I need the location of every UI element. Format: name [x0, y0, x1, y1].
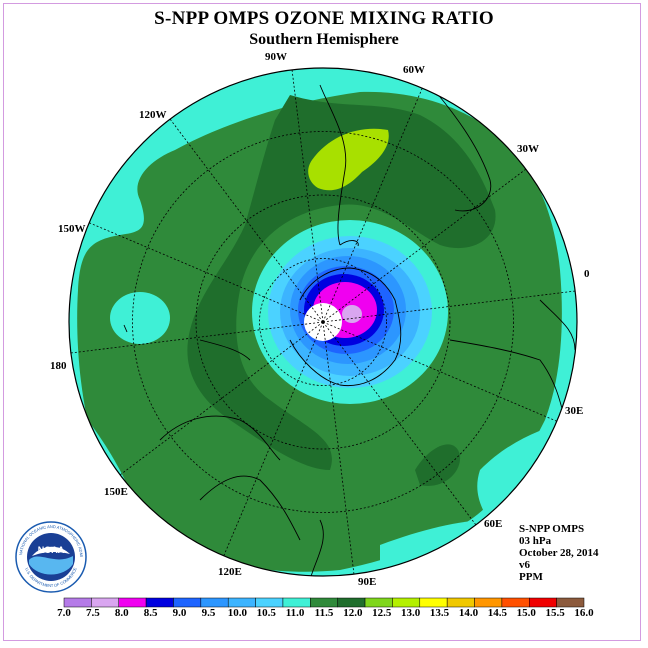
map-subtitle: Southern Hemisphere: [249, 31, 399, 48]
colorbar-tick-label: 8.5: [143, 607, 158, 619]
lon-label-90e: 90E: [358, 576, 377, 588]
colorbar-cell: [118, 597, 147, 608]
figure-border: [3, 3, 641, 641]
info-units: PPM: [519, 571, 543, 583]
cyan-blob-180: [110, 292, 170, 344]
map-title: S-NPP OMPS OZONE MIXING RATIO: [154, 8, 494, 29]
info-level: 03 hPa: [519, 535, 552, 547]
colorbar-cell: [255, 597, 284, 608]
colorbar-cell: [145, 597, 174, 608]
info-version: v6: [519, 559, 530, 571]
colorbar-tick-label: 15.0: [516, 607, 536, 619]
pole-marker: [321, 320, 325, 324]
colorbar-cell: [91, 597, 119, 608]
colorbar-cell: [310, 597, 338, 608]
lon-label-150w: 150W: [58, 223, 86, 235]
colorbar-cell: [337, 597, 366, 608]
colorbar-cell: [529, 597, 557, 608]
colorbar-tick-label: 10.5: [256, 607, 276, 619]
colorbar-tick-label: 11.5: [314, 607, 334, 619]
colorbar-cell: [63, 597, 92, 608]
map-boundary: [68, 67, 578, 577]
latitude-ring: [132, 131, 514, 513]
colorbar-cell: [282, 597, 311, 608]
colorbar-cell: [227, 597, 256, 608]
colorbar-tick-label: 10.0: [227, 607, 247, 619]
colorbar-cell: [419, 597, 448, 608]
colorbar-tick-label: 14.0: [458, 607, 479, 619]
latitude-ring: [259, 258, 387, 386]
ozone-field: [69, 68, 577, 576]
lon-label-30w: 30W: [517, 143, 539, 155]
colorbar-cell: [474, 597, 503, 608]
colorbar-cell: [446, 597, 475, 608]
colorbar-cell: [364, 597, 393, 608]
coastlines: [123, 84, 576, 576]
colorbar-tick-label: 9.5: [201, 607, 216, 619]
colorbar-tick-label: 16.0: [574, 607, 594, 619]
colorbar-tick-label: 11.0: [285, 607, 305, 619]
colorbar-cell: [173, 597, 202, 608]
lon-label-120e: 120E: [218, 566, 242, 578]
colorbar-tick-label: 7.0: [57, 607, 71, 619]
info-block: S-NPP OMPS 03 hPa October 28, 2014 v6 PP…: [519, 523, 599, 583]
latitude-ring: [195, 194, 451, 450]
colorbar-tick-label: 12.5: [372, 607, 392, 619]
info-instrument: S-NPP OMPS: [519, 523, 585, 535]
lime-patch: [308, 128, 389, 191]
lon-label-180: 180: [50, 360, 67, 372]
lon-label-60w: 60W: [403, 64, 425, 76]
ozone-contour-7-5: [342, 305, 362, 323]
colorbar-tick-label: 14.5: [487, 607, 507, 619]
lon-label-0: 0: [584, 268, 590, 280]
colorbar-tick-label: 13.0: [401, 607, 421, 619]
lon-label-150e: 150E: [104, 486, 128, 498]
colorbar-tick-label: 12.0: [343, 607, 363, 619]
colorbar-tick-label: 15.5: [545, 607, 565, 619]
colorbar-cell: [200, 597, 229, 608]
dark-green-southeast: [415, 444, 461, 486]
logo-text: NOAA: [38, 545, 65, 555]
lon-label-120w: 120W: [139, 109, 167, 121]
colorbar-tick-label: 9.0: [172, 607, 187, 619]
lon-label-30e: 30E: [565, 405, 584, 417]
noaa-logo: NOAA NATIONAL OCEANIC AND ATMOSPHERIC AD…: [14, 520, 87, 593]
dark-green-band: [187, 95, 496, 470]
colorbar: [63, 597, 585, 608]
colorbar-tick-label: 8.0: [114, 607, 129, 619]
colorbar-tick-label: 13.5: [429, 607, 450, 619]
info-date: October 28, 2014: [519, 547, 599, 559]
lon-label-60e: 60E: [484, 518, 503, 530]
colorbar-cell: [501, 597, 530, 608]
lon-label-90w: 90W: [265, 51, 287, 63]
colorbar-cell: [556, 597, 585, 608]
graticule: [70, 69, 576, 575]
colorbar-cell: [392, 597, 421, 608]
colorbar-tick-label: 7.5: [86, 607, 100, 619]
